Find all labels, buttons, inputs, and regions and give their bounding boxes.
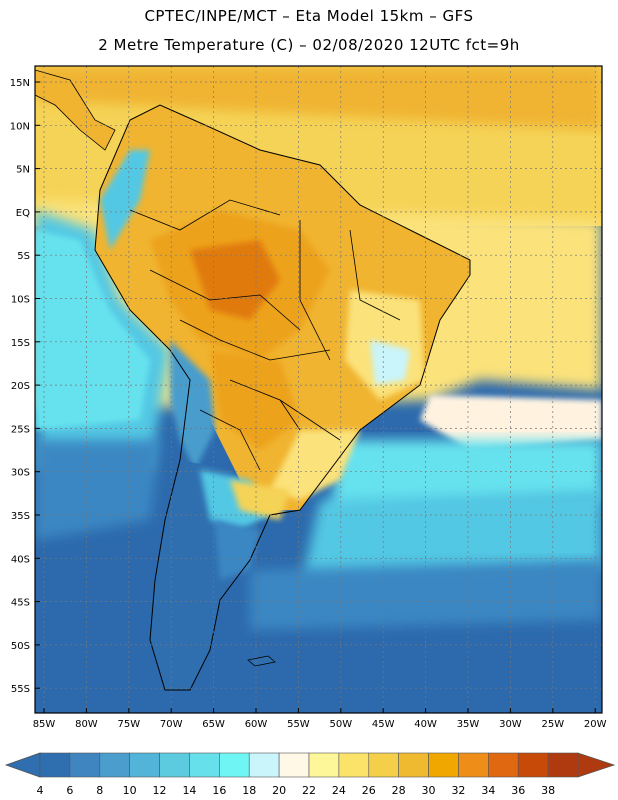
colorbar-swatch — [308, 752, 340, 778]
lon-tick-label: 75W — [117, 719, 140, 730]
colorbar-label: 38 — [541, 784, 555, 797]
central-america-coastline — [35, 69, 116, 151]
lat-tick-label: 45S — [11, 598, 30, 609]
colorbar-swatch — [39, 752, 71, 778]
colorbar-label: 14 — [182, 784, 196, 797]
lat-tick-label: 10S — [11, 295, 30, 306]
lat-tick-label: 20S — [11, 381, 30, 392]
colorbar-swatch — [488, 752, 519, 778]
lon-tick-label: 30W — [499, 719, 522, 730]
lon-tick-label: 55W — [287, 719, 310, 730]
lon-tick-label: 85W — [33, 719, 56, 730]
colorbar-swatch — [517, 752, 549, 778]
lat-tick-label: 5S — [17, 251, 30, 262]
lat-tick-label: 10N — [10, 121, 30, 132]
colorbar-swatch — [99, 752, 130, 778]
map-title: CPTEC/INPE/MCT – Eta Model 15km – GFS — [144, 7, 474, 25]
colorbar-label: 20 — [272, 784, 286, 797]
lon-tick-label: 80W — [75, 719, 98, 730]
colorbar-arrow-right — [577, 752, 616, 778]
colorbar: 4 6 8 10 12 14 16 18 20 22 24 26 28 30 32 34 36 38 — [4, 752, 616, 797]
colorbar-label: 10 — [123, 784, 137, 797]
colorbar-label: 16 — [212, 784, 226, 797]
colorbar-swatch — [189, 752, 220, 778]
lat-tick-label: 50S — [11, 641, 30, 652]
colorbar-label: 36 — [511, 784, 525, 797]
colorbar-label: 22 — [302, 784, 316, 797]
south-america-coastline — [94, 104, 471, 691]
lon-tick-label: 35W — [457, 719, 480, 730]
colorbar-label: 26 — [362, 784, 376, 797]
colorbar-label: 6 — [66, 784, 73, 797]
colorbar-label: 28 — [392, 784, 406, 797]
longitude-axis: 85W 80W 75W 70W 65W 60W 55W 50W 45W 40W 35W 30W 25W 2… — [33, 708, 607, 730]
lon-tick-label: 20W — [584, 719, 607, 730]
lon-tick-label: 50W — [329, 719, 352, 730]
colorbar-label: 34 — [481, 784, 495, 797]
latitude-axis: 15N 10N 5N EQ 5S 10S 15S 20S 25S 30S 35S 40S 45S 50S 5… — [10, 78, 40, 695]
colorbar-label: 18 — [242, 784, 256, 797]
colorbar-swatch — [338, 752, 370, 778]
colorbar-swatch — [129, 752, 160, 778]
lat-tick-label: EQ — [16, 208, 30, 219]
colorbar-label: 4 — [37, 784, 44, 797]
colorbar-label: 32 — [451, 784, 465, 797]
lon-tick-label: 25W — [541, 719, 564, 730]
colorbar-label: 12 — [153, 784, 167, 797]
lon-tick-label: 65W — [202, 719, 225, 730]
colorbar-label: 8 — [96, 784, 103, 797]
country-borders — [129, 199, 401, 471]
colorbar-swatch — [368, 752, 399, 778]
lon-tick-label: 40W — [414, 719, 437, 730]
colorbar-swatch — [219, 752, 250, 778]
colorbar-swatch — [428, 752, 459, 778]
lon-tick-label: 45W — [372, 719, 395, 730]
colorbar-swatch — [398, 752, 429, 778]
colorbar-swatch — [278, 752, 310, 778]
colorbar-arrow-left — [4, 752, 41, 778]
map-frame — [34, 65, 603, 714]
lon-tick-label: 60W — [245, 719, 268, 730]
map-subtitle: 2 Metre Temperature (C) – 02/08/2020 12U… — [98, 36, 520, 54]
colorbar-swatch — [547, 752, 579, 778]
colorbar-label: 30 — [422, 784, 436, 797]
temperature-field — [35, 66, 602, 713]
lat-tick-label: 35S — [11, 511, 30, 522]
colorbar-label: 24 — [332, 784, 346, 797]
colorbar-swatch — [69, 752, 101, 778]
lat-tick-label: 55S — [11, 684, 30, 695]
lat-tick-label: 25S — [11, 424, 30, 435]
colorbar-swatch — [159, 752, 190, 778]
lat-tick-label: 40S — [11, 554, 30, 565]
colorbar-swatch — [248, 752, 280, 778]
lat-tick-label: 30S — [11, 468, 30, 479]
lat-tick-label: 15S — [11, 338, 30, 349]
falklands — [247, 655, 276, 667]
lat-tick-label: 15N — [10, 78, 30, 89]
colorbar-swatch — [458, 752, 489, 778]
lon-tick-label: 70W — [160, 719, 183, 730]
lat-tick-label: 5N — [16, 165, 30, 176]
